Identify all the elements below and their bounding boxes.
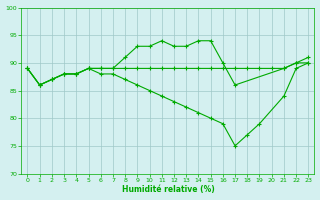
X-axis label: Humidité relative (%): Humidité relative (%)	[122, 185, 214, 194]
